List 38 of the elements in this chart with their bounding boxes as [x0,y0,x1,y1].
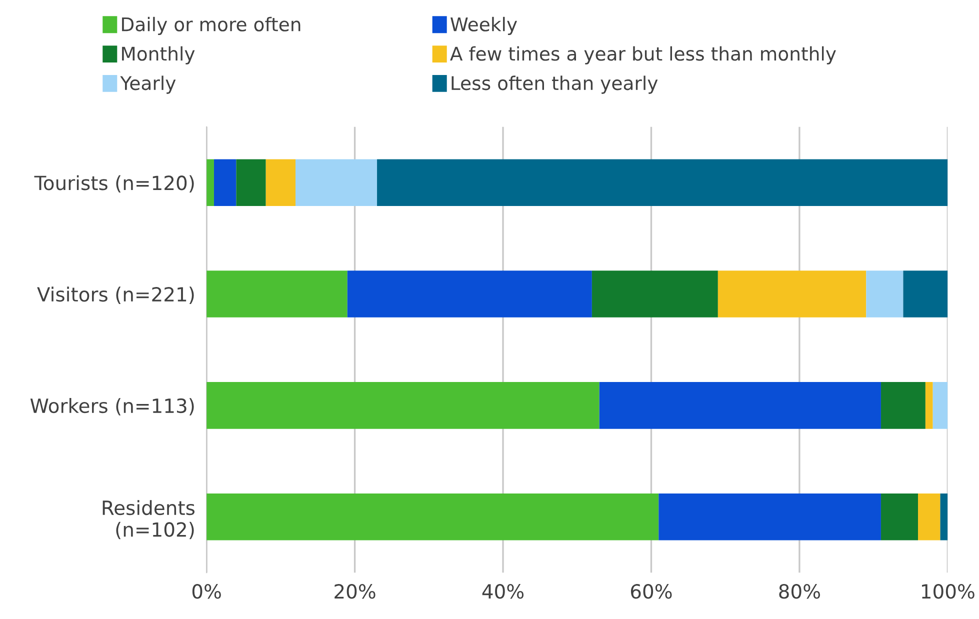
x-tick-label: 0% [192,584,221,599]
legend-label: Monthly [122,46,195,64]
y-tick-label: Tourists (n=120) [34,175,194,193]
bar [206,159,214,206]
bar [206,493,659,540]
bar [347,270,592,318]
y-tick-label: Residents (n=102) [102,500,195,540]
bar [940,493,948,540]
bar [880,493,918,540]
x-tick-label: 20% [334,584,376,599]
y-tick-label: Workers (n=113) [30,398,194,416]
x-tick-label: 40% [482,584,524,599]
x-tick-label: 60% [630,584,672,599]
bar [214,159,236,206]
bar [206,270,348,318]
bar [236,159,266,206]
legend-label: A few times a year but less than monthly [450,46,836,64]
x-tick-label: 100% [922,584,974,599]
bar [932,382,948,429]
bar [903,270,948,318]
bar [266,159,296,206]
x-tick-label: 80% [779,584,820,599]
bar [918,493,940,540]
bar [377,159,948,206]
y-tick-label: Visitors (n=221) [37,286,194,304]
bar [658,493,881,540]
bar [206,382,600,429]
bar [880,382,926,429]
legend-label: Yearly [120,76,176,94]
legend-label: Daily or more often [122,16,300,36]
bar [296,159,378,206]
bar [599,382,881,429]
bar [592,270,718,318]
bar [866,270,904,318]
bar [718,270,866,318]
legend-label: Weekly [450,16,518,36]
bar [925,382,933,429]
legend-label: Less often than yearly [452,76,658,94]
